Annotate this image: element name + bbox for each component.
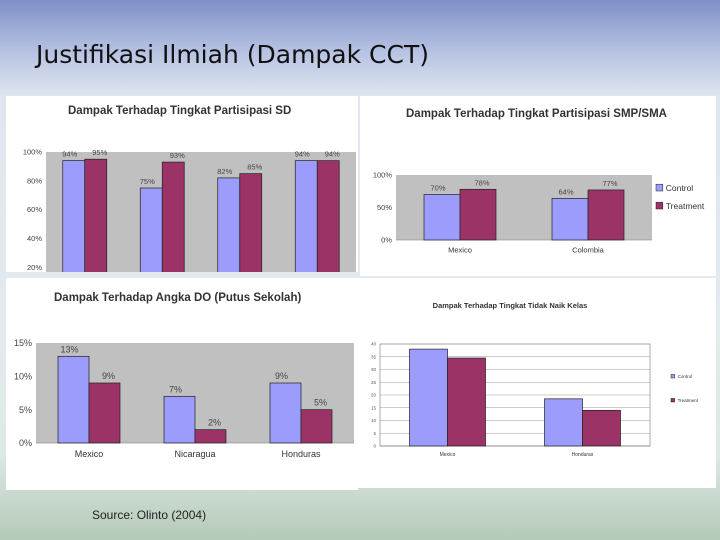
- bar-series-1: [84, 158, 108, 272]
- data-label: 13%: [60, 344, 78, 354]
- source-citation: Source: Olinto (2004): [92, 508, 207, 522]
- chart-smp-sma-participation: Dampak Terhadap Tingkat Partisipasi SMP/…: [373, 108, 705, 255]
- chart-panel-grade-repetition: Dampak Terhadap Tingkat Tidak Naik Kelas…: [358, 278, 716, 488]
- data-label: 5%: [314, 398, 327, 408]
- legend-label: Treatment: [666, 201, 705, 211]
- bar-series-1: [194, 429, 227, 444]
- data-label: 70%: [430, 184, 445, 193]
- legend-label: Treatment: [678, 398, 699, 403]
- y-tick-label: 15%: [14, 338, 32, 348]
- y-tick-label: 0: [373, 444, 376, 449]
- data-label: 9%: [102, 371, 115, 381]
- chart-title: Dampak Terhadap Tingkat Partisipasi SMP/…: [406, 108, 667, 120]
- y-tick-label: 80%: [27, 176, 42, 185]
- legend-label: Control: [678, 374, 693, 379]
- bar-series-1: [161, 161, 185, 272]
- chart-title: Dampak Terhadap Tingkat Partisipasi SD: [68, 105, 291, 117]
- bar-series-0: [57, 355, 90, 444]
- y-tick-label: 25: [371, 380, 377, 385]
- y-tick-label: 35: [371, 354, 377, 359]
- y-tick-label: 20%: [27, 263, 42, 272]
- slide-title: Justifikasi Ilmiah (Dampak CCT): [36, 40, 429, 69]
- bar-series-0: [294, 160, 318, 272]
- chart-panel-smp-sma-participation: Dampak Terhadap Tingkat Partisipasi SMP/…: [360, 96, 716, 276]
- chart-panel-dropout: Dampak Terhadap Angka DO (Putus Sekolah)…: [6, 278, 358, 490]
- y-tick-label: 40: [371, 342, 377, 347]
- bar-series-1: [239, 173, 263, 272]
- y-tick-label: 100%: [373, 171, 393, 180]
- chart-title: Dampak Terhadap Angka DO (Putus Sekolah): [54, 292, 301, 304]
- data-label: 94%: [62, 150, 77, 159]
- legend-label: Control: [666, 183, 694, 193]
- bar-control: [423, 194, 461, 241]
- chart-panel-sd-participation: Dampak Terhadap Tingkat Partisipasi SD0%…: [6, 96, 358, 272]
- x-tick-label: Mexico: [75, 449, 104, 459]
- y-tick-label: 60%: [27, 205, 42, 214]
- bar-control: [544, 398, 583, 447]
- bar-treatment: [447, 357, 486, 447]
- bar-treatment: [587, 189, 625, 241]
- x-tick-label: Mexico: [440, 452, 456, 458]
- data-label: 85%: [247, 163, 262, 172]
- legend-swatch: [670, 374, 675, 379]
- data-label: 95%: [92, 148, 107, 157]
- x-tick-label: Honduras: [281, 449, 321, 459]
- data-label: 64%: [558, 187, 573, 196]
- y-tick-label: 10%: [14, 371, 32, 381]
- chart-sd-participation: Dampak Terhadap Tingkat Partisipasi SD0%…: [23, 105, 356, 272]
- legend-swatch: [655, 183, 664, 192]
- data-label: 75%: [140, 177, 155, 186]
- chart-title: Dampak Terhadap Tingkat Tidak Naik Kelas: [433, 301, 588, 310]
- y-tick-label: 0%: [19, 438, 32, 448]
- data-label: 94%: [295, 150, 310, 159]
- bar-series-0: [62, 160, 86, 272]
- y-tick-label: 5%: [19, 405, 32, 415]
- legend-swatch: [670, 398, 675, 403]
- y-tick-label: 20: [371, 393, 377, 398]
- y-tick-label: 40%: [27, 234, 42, 243]
- data-label: 82%: [217, 167, 232, 176]
- y-tick-label: 10: [371, 418, 377, 423]
- bar-series-0: [217, 177, 241, 272]
- x-tick-label: Honduras: [572, 452, 594, 458]
- chart-dropout: Dampak Terhadap Angka DO (Putus Sekolah)…: [14, 292, 354, 459]
- data-label: 7%: [169, 384, 182, 394]
- data-label: 77%: [602, 179, 617, 188]
- bar-series-1: [316, 160, 340, 272]
- legend-swatch: [655, 201, 664, 210]
- data-label: 78%: [474, 178, 489, 187]
- y-tick-label: 0%: [381, 236, 392, 245]
- y-tick-label: 15: [371, 405, 377, 410]
- bar-series-0: [269, 382, 302, 444]
- y-tick-label: 100%: [23, 148, 43, 157]
- bar-control: [409, 348, 448, 447]
- data-label: 94%: [325, 150, 340, 159]
- chart-grade-repetition: Dampak Terhadap Tingkat Tidak Naik Kelas…: [371, 301, 699, 458]
- bar-series-0: [139, 187, 163, 272]
- data-label: 9%: [275, 371, 288, 381]
- bar-series-0: [163, 395, 196, 444]
- data-label: 93%: [170, 151, 185, 160]
- bar-series-1: [88, 382, 121, 444]
- bar-control: [551, 198, 589, 241]
- bar-treatment: [582, 409, 621, 447]
- y-tick-label: 30: [371, 367, 377, 372]
- data-label: 2%: [208, 418, 221, 428]
- bar-treatment: [459, 188, 497, 241]
- y-tick-label: 50%: [377, 203, 392, 212]
- bar-series-1: [300, 409, 333, 444]
- x-tick-label: Nicaragua: [174, 449, 215, 459]
- x-tick-label: Colombia: [572, 246, 605, 255]
- y-tick-label: 5: [373, 431, 376, 436]
- x-tick-label: Mexico: [448, 246, 472, 255]
